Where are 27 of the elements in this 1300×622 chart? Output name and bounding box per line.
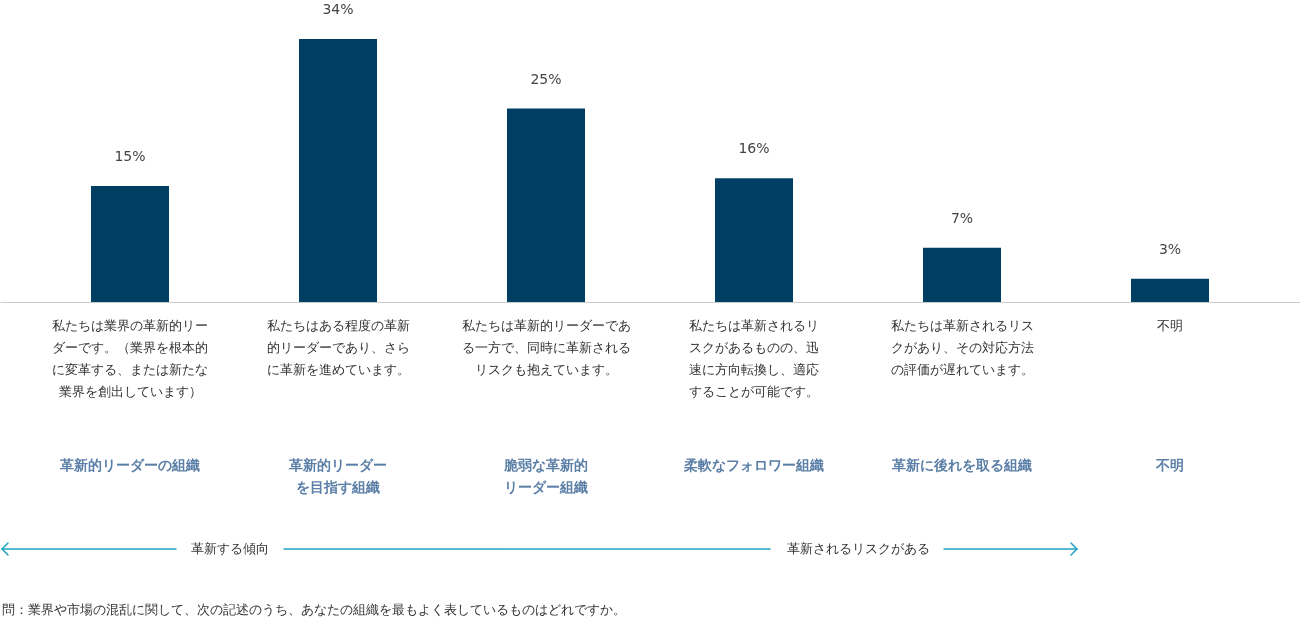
text: 私たちは業界の革新的リーダーです。（業界を根本的に変革する、または新たな業界を創出しています）: [52, 318, 208, 399]
data-label: 16%: [738, 140, 770, 157]
data-label: 3%: [1158, 240, 1182, 257]
text: 私たちは革新されるリスクがあるものの、迅速に方向転換し、適応することが可能です。: [689, 318, 819, 399]
data-label: 15%: [114, 147, 146, 164]
text: 不明: [1157, 318, 1183, 333]
text: 革新する傾向: [191, 541, 269, 556]
bar: [507, 108, 585, 302]
x-tick-label: 不明: [1155, 456, 1184, 473]
bar: [715, 178, 793, 302]
bar: [299, 39, 377, 302]
x-tick-label: 革新的リーダーを目指す組織: [288, 456, 387, 495]
text: 私たちは革新的リーダーである一方で、同時に革新されるリスクも抱えています。: [461, 318, 631, 377]
x-tick-label: 革新的リーダーの組織: [59, 456, 200, 473]
text: 革新されるリスクがある: [786, 541, 930, 556]
bar: [91, 185, 169, 302]
text: 私たちは革新されるリスクがあり、その対応方法の評価が遅れています。: [890, 318, 1034, 377]
x-tick-label: 革新に後れを取る組織: [891, 456, 1032, 473]
data-label: 7%: [950, 209, 974, 226]
x-tick-label: 脆弱な革新的リーダー組織: [503, 456, 588, 495]
bar: [923, 247, 1001, 302]
data-label: 34%: [322, 1, 354, 17]
x-tick-label: 柔軟なフォロワー組織: [683, 456, 824, 473]
data-label: 25%: [530, 70, 562, 87]
text: 問：業界や市場の混乱に関して、次の記述のうち、あなたの組織を最もよく表しているものはどれですか。: [2, 602, 626, 617]
text: 私たちはある程度の革新的リーダーであり、さらに革新を進めています。: [266, 318, 410, 377]
bar: [1131, 278, 1209, 302]
